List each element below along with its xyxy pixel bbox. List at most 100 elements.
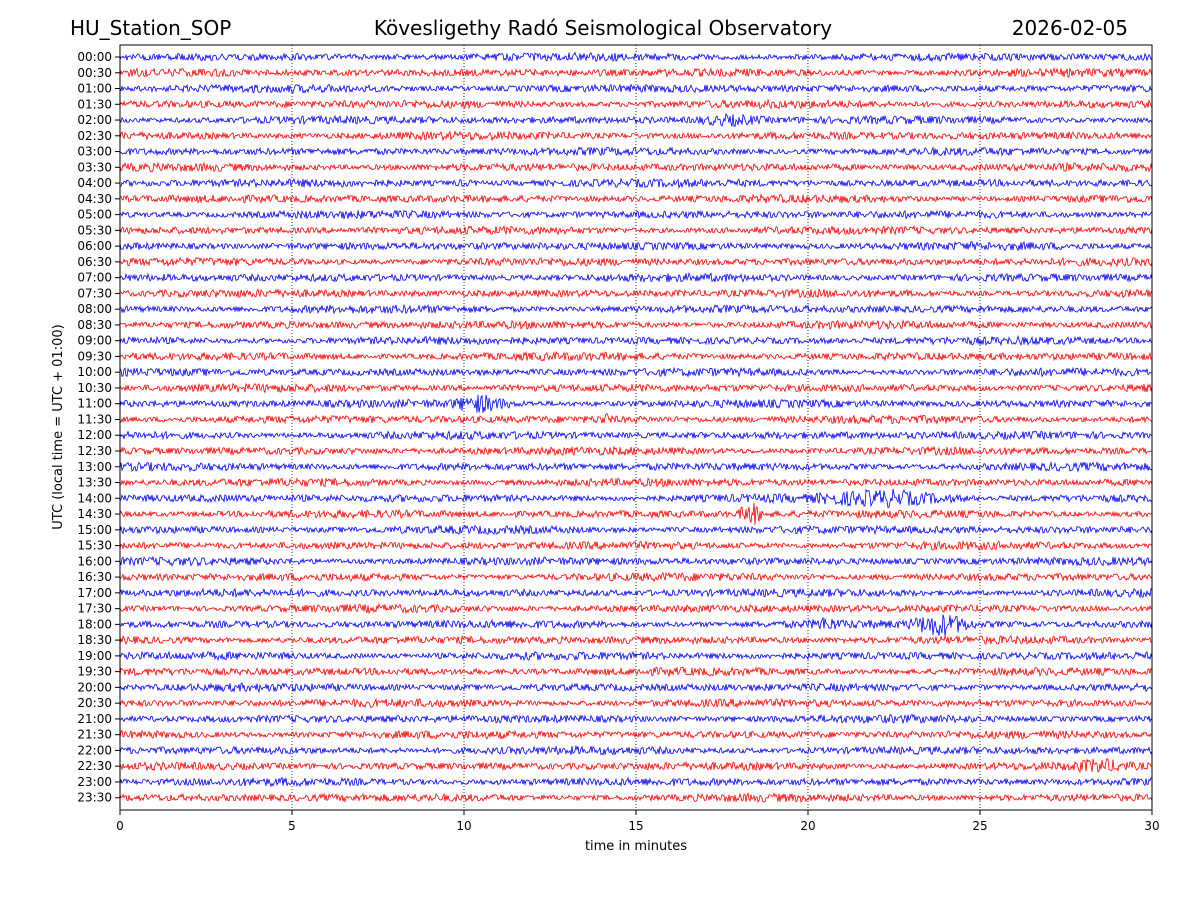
grid-lines xyxy=(291,45,981,810)
y-tick-label: 11:00 xyxy=(77,397,112,411)
trace-line-0400 xyxy=(119,177,1153,189)
trace-line-2200 xyxy=(119,744,1153,756)
y-tick-label: 17:00 xyxy=(77,586,112,600)
trace-line-0930 xyxy=(119,350,1153,363)
x-axis-label: time in minutes xyxy=(585,839,687,854)
y-tick-label: 01:00 xyxy=(77,82,112,96)
y-tick-label: 16:30 xyxy=(77,570,112,584)
y-tick-label: 12:30 xyxy=(77,444,112,458)
x-tick-label: 0 xyxy=(116,819,124,833)
x-tick-label: 30 xyxy=(1144,819,1159,833)
y-tick-label: 01:30 xyxy=(77,97,112,111)
x-tick-label: 20 xyxy=(800,819,815,833)
trace-line-0230 xyxy=(119,130,1153,142)
y-axis-label: UTC (local time = UTC + 01:00) xyxy=(51,324,66,529)
trace-line-1730 xyxy=(119,602,1153,615)
y-tick-label: 13:00 xyxy=(77,460,112,474)
y-tick-label: 15:00 xyxy=(77,523,112,537)
trace-line-0730 xyxy=(119,287,1153,299)
trace-line-1630 xyxy=(119,571,1153,583)
trace-line-2230 xyxy=(119,758,1153,774)
y-tick-label: 05:30 xyxy=(77,223,112,237)
trace-line-1530 xyxy=(119,540,1153,551)
trace-line-1700 xyxy=(119,587,1153,599)
y-tick-label: 20:00 xyxy=(77,680,112,694)
y-tick-label: 14:00 xyxy=(77,491,112,505)
y-tick-label: 05:00 xyxy=(77,208,112,222)
y-tick-label: 04:30 xyxy=(77,192,112,206)
y-tick-label: 09:30 xyxy=(77,349,112,363)
trace-line-0130 xyxy=(119,98,1153,110)
y-tick-label: 00:00 xyxy=(77,50,112,64)
y-tick-label: 11:30 xyxy=(77,412,112,426)
y-tick-label: 12:00 xyxy=(77,428,112,442)
trace-line-0500 xyxy=(119,209,1153,220)
trace-line-0200 xyxy=(119,112,1153,127)
y-tick-label: 23:30 xyxy=(77,791,112,805)
y-tick-label: 18:30 xyxy=(77,633,112,647)
y-tick-label: 04:00 xyxy=(77,176,112,190)
y-tick-label: 02:30 xyxy=(77,129,112,143)
trace-group xyxy=(119,51,1153,803)
y-tick-label: 13:30 xyxy=(77,476,112,490)
y-tick-label: 10:00 xyxy=(77,365,112,379)
y-tick-label: 03:00 xyxy=(77,145,112,159)
y-tick-label: 02:00 xyxy=(77,113,112,127)
trace-line-1000 xyxy=(119,366,1153,378)
trace-line-2030 xyxy=(119,697,1153,709)
observatory-title: Kövesligethy Radó Seismological Observat… xyxy=(374,16,832,40)
trace-line-0630 xyxy=(119,256,1153,268)
y-tick-label: 22:00 xyxy=(77,743,112,757)
y-tick-label: 23:00 xyxy=(77,775,112,789)
y-tick-label: 06:30 xyxy=(77,255,112,269)
date-title: 2026-02-05 xyxy=(1012,16,1128,40)
trace-line-1330 xyxy=(119,477,1153,488)
y-tick-label: 08:00 xyxy=(77,302,112,316)
trace-line-1230 xyxy=(119,445,1153,457)
y-tick-label: 19:30 xyxy=(77,665,112,679)
trace-line-0330 xyxy=(119,161,1153,173)
trace-line-1130 xyxy=(119,413,1153,426)
trace-line-0530 xyxy=(119,224,1153,236)
y-tick-label: 06:00 xyxy=(77,239,112,253)
trace-line-2330 xyxy=(119,792,1153,803)
station-title: HU_Station_SOP xyxy=(70,16,231,40)
trace-line-0430 xyxy=(119,193,1153,204)
y-tick-label: 03:30 xyxy=(77,160,112,174)
trace-line-1400 xyxy=(119,488,1153,509)
trace-line-1800 xyxy=(119,614,1153,637)
y-tick-label: 16:00 xyxy=(77,554,112,568)
trace-line-2300 xyxy=(119,776,1153,788)
x-tick-label: 10 xyxy=(456,819,471,833)
plot-frame xyxy=(119,44,1153,811)
trace-line-0100 xyxy=(119,83,1153,94)
y-tick-label: 15:30 xyxy=(77,539,112,553)
trace-line-1200 xyxy=(119,429,1153,441)
trace-line-0900 xyxy=(119,334,1153,347)
y-tick-label: 20:30 xyxy=(77,696,112,710)
trace-line-1300 xyxy=(119,461,1153,473)
trace-line-0600 xyxy=(119,240,1153,252)
trace-line-2100 xyxy=(119,713,1153,725)
trace-line-1100 xyxy=(119,394,1153,413)
trace-line-1930 xyxy=(119,666,1153,678)
x-tick-label: 25 xyxy=(972,819,987,833)
y-tick-label: 18:00 xyxy=(77,617,112,631)
trace-line-2000 xyxy=(119,682,1153,694)
y-tick-label: 17:30 xyxy=(77,602,112,616)
trace-line-1500 xyxy=(119,524,1153,536)
trace-line-0000 xyxy=(119,51,1153,63)
trace-line-0030 xyxy=(119,66,1153,79)
trace-line-0800 xyxy=(119,303,1153,315)
y-tick-label: 19:00 xyxy=(77,649,112,663)
y-tick-label: 22:30 xyxy=(77,759,112,773)
trace-line-2130 xyxy=(119,729,1153,740)
trace-line-0700 xyxy=(119,271,1153,284)
trace-line-1900 xyxy=(119,650,1153,662)
y-tick-label: 10:30 xyxy=(77,381,112,395)
y-tick-label: 14:30 xyxy=(77,507,112,521)
x-tick-label: 5 xyxy=(288,819,296,833)
trace-line-1600 xyxy=(119,555,1153,568)
